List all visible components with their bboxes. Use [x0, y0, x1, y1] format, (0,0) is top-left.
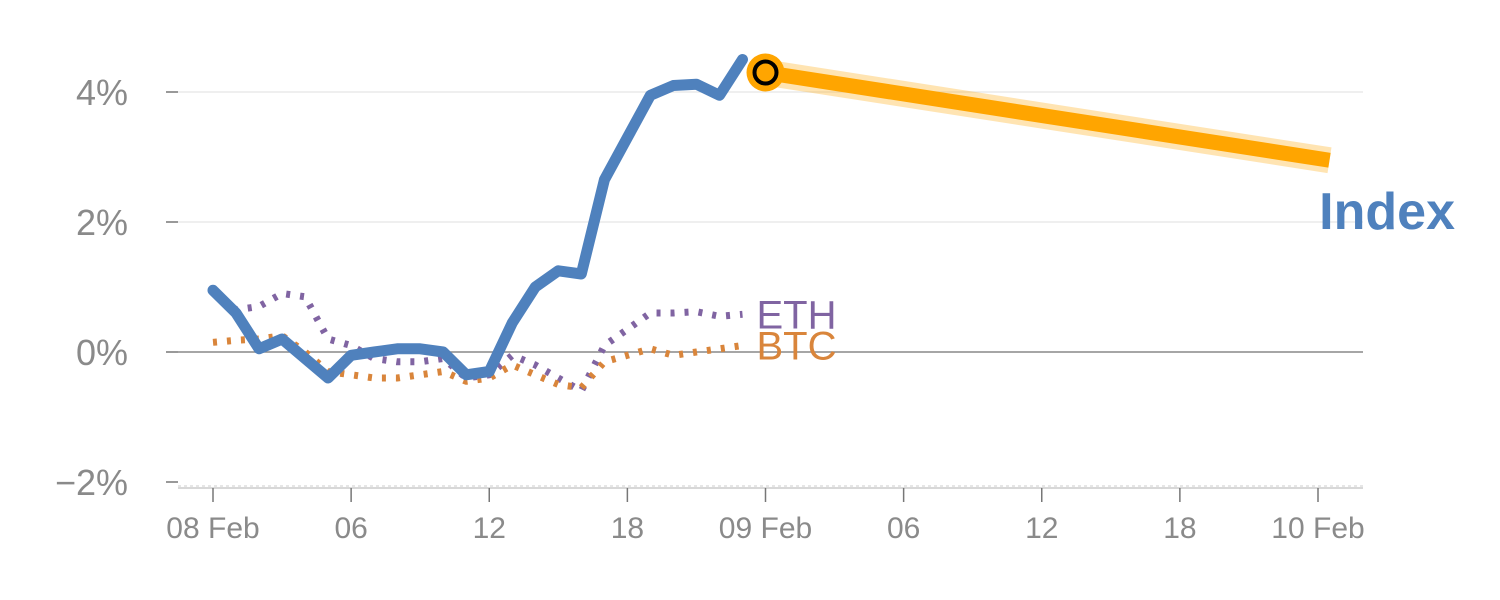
series-lines — [207, 54, 748, 395]
projection-line — [746, 53, 1332, 174]
x-tick-label: 18 — [1163, 512, 1196, 545]
series-label-eth: ETH — [756, 293, 836, 337]
projection-line — [764, 65, 1331, 168]
series-line-eth — [210, 287, 743, 395]
x-tick-label: 09 Feb — [719, 512, 812, 545]
series-labels: ETH BTC Index — [756, 183, 1455, 369]
series-label-btc: BTC — [756, 325, 836, 369]
y-tick-label: 0% — [76, 332, 128, 373]
marker-inner — [752, 59, 779, 86]
y-tick-label: 2% — [76, 202, 128, 243]
series-label-index: Index — [1319, 183, 1455, 241]
x-tick-label: 18 — [611, 512, 644, 545]
axes: −2% 0% 2% 4% 08 Feb 06 12 18 09 Feb 06 12 18 10 Feb — [55, 72, 1365, 545]
x-tick-label: 08 Feb — [166, 512, 259, 545]
x-tick-label: 12 — [473, 512, 506, 545]
x-tick-label: 12 — [1025, 512, 1058, 545]
marker-outer — [746, 53, 785, 92]
x-tick-label: 10 Feb — [1271, 512, 1364, 545]
y-tick-label: −2% — [55, 462, 128, 503]
series-line-btc — [212, 332, 743, 392]
x-tick-label: 06 — [334, 512, 367, 545]
grid-lines — [178, 91, 1363, 487]
y-tick-label: 4% — [76, 72, 128, 113]
x-tick-label: 06 — [887, 512, 920, 545]
series-line-index — [207, 54, 748, 384]
